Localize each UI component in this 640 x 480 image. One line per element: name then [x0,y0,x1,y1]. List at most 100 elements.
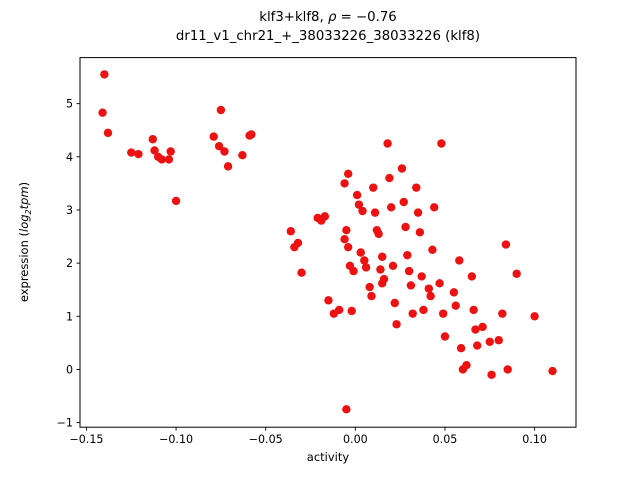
scatter-point [361,263,371,272]
y-tick-label: −1 [57,417,73,430]
scatter-point [286,227,295,236]
scatter-point [370,208,380,217]
scatter-point [413,208,423,217]
scatter-point [378,279,387,288]
scatter-point [485,337,494,347]
x-axis-label: activity [306,450,350,464]
scatter-point [352,190,362,200]
scatter-point [349,266,358,276]
scatter-point [438,309,448,318]
scatter-point [428,245,437,255]
scatter-point [293,238,303,248]
scatter-point [100,70,109,79]
scatter-point [456,344,466,353]
scatter-point [220,147,229,156]
scatter-point [417,272,426,281]
scatter-point [512,269,521,278]
scatter-point [462,361,471,370]
y-tick-label: 1 [66,310,73,323]
scatter-point [390,298,399,308]
scatter-point [343,169,353,179]
scatter-point [340,235,349,244]
scatter-point [451,301,460,310]
scatter-point [223,162,233,171]
x-tick-label: 0.05 [433,433,458,446]
scatter-point [127,148,136,157]
scatter-point [324,296,333,305]
scatter-point [378,252,387,261]
scatter-point [415,228,425,237]
scatter-point [166,147,175,156]
scatter-point [426,291,435,301]
scatter-point [214,141,224,151]
scatter-point [503,365,512,374]
scatter-point [473,341,482,350]
scatter-point [343,242,353,252]
scatter-point [440,332,450,341]
scatter-point [385,173,394,183]
scatter-point [469,305,478,315]
scatter-point [320,212,330,221]
scatter-point [171,196,181,206]
y-tick-label: 3 [66,204,73,217]
chart-title-line1: klf3+klf8, ρ = −0.76 [80,8,576,27]
scatter-point [471,325,480,334]
scatter-point [388,261,398,270]
scatter-point [376,265,385,274]
scatter-point [342,225,351,235]
scatter-point [412,183,421,192]
chart-subtitle: dr11_v1_chr21_+_38033226_38033226 (klf8) [175,29,481,44]
title-correlation-value: = −0.76 [336,10,397,25]
scatter-point [392,320,401,329]
x-tick-label: −0.15 [69,433,103,446]
scatter-point [498,309,507,318]
scatter-point [358,206,367,216]
scatter-point [98,108,107,117]
scatter-point [342,405,351,414]
scatter-point [386,203,396,212]
scatter-point [164,155,174,164]
x-tick-label: 0.00 [343,433,368,446]
x-tick-label: −0.05 [249,433,283,446]
scatter-point [401,222,410,232]
scatter-point [455,256,464,265]
scatter-point [216,105,226,115]
scatter-point [437,139,446,148]
scatter-point [408,309,417,318]
scatter-point [367,291,376,301]
scatter-point [487,370,496,379]
scatter-point [478,322,487,332]
scatter-point [134,149,143,159]
scatter-point [374,229,383,239]
scatter-point [419,305,428,315]
scatter-point [297,268,306,277]
scatter-point [335,305,344,315]
scatter-point [247,130,256,139]
scatter-point [340,179,349,188]
axes-frame [79,57,577,428]
scatter-point [399,197,408,207]
scatter-point [435,279,444,288]
scatter-point [404,266,414,276]
scatter-point [467,272,477,281]
scatter-point [148,135,157,144]
chart-title: klf3+klf8, ρ = −0.76 dr11_v1_chr21_+_380… [80,8,576,46]
scatter-point [238,151,247,160]
scatter-point [397,164,407,173]
x-tick-label: −0.10 [159,433,193,446]
y-tick-label: 5 [66,98,73,111]
scatter-point [548,366,557,376]
scatter-point [347,306,356,316]
scatter-point [449,288,459,297]
y-tick-label: 2 [66,257,73,270]
scatter-point [406,281,416,290]
scatter-point [494,336,503,345]
scatter-point [354,200,364,209]
scatter-point [157,155,166,164]
scatter-point [403,250,412,260]
scatter-point [424,284,434,293]
y-tick-label: 0 [66,363,73,376]
title-text: klf3+klf8, [259,10,328,25]
